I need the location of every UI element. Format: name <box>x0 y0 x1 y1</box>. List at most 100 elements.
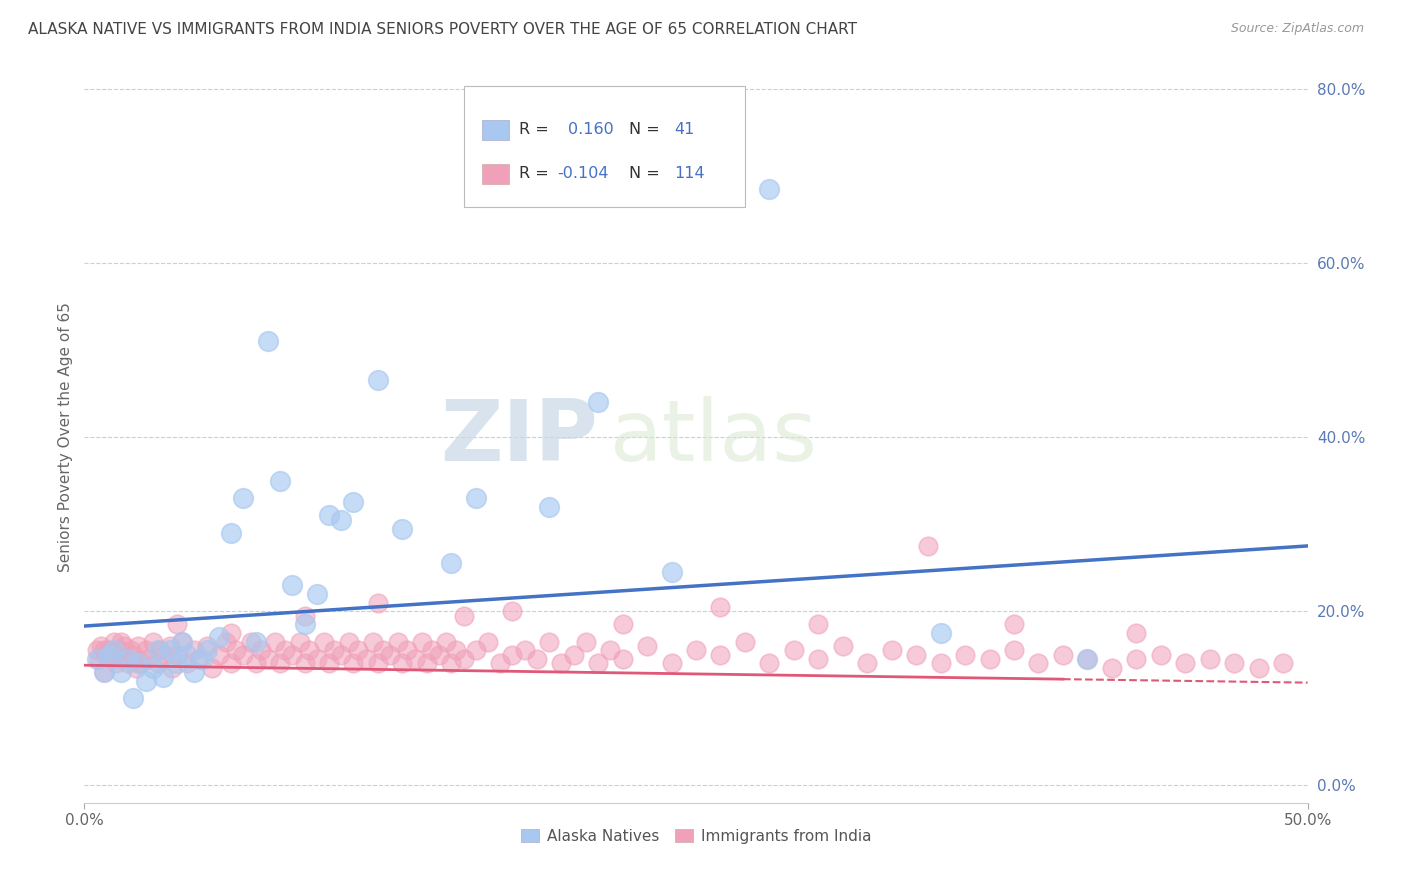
Text: N =: N = <box>628 122 665 137</box>
Point <box>110 652 132 666</box>
Point <box>127 639 149 653</box>
Point <box>586 395 609 409</box>
Point <box>387 634 409 648</box>
Text: 0.160: 0.160 <box>568 122 613 137</box>
Point <box>416 657 439 671</box>
Point <box>97 643 120 657</box>
Point <box>1198 652 1220 666</box>
Point <box>288 634 311 648</box>
Point <box>502 648 524 662</box>
FancyBboxPatch shape <box>464 86 745 207</box>
Point <box>831 639 853 653</box>
Point <box>880 643 903 657</box>
Point <box>232 491 254 505</box>
Point <box>146 657 169 671</box>
Point <box>347 643 370 657</box>
Point <box>420 643 443 657</box>
Point <box>367 374 389 388</box>
Point <box>575 634 598 648</box>
Point <box>1247 661 1270 675</box>
Point <box>86 643 108 657</box>
Point <box>110 665 132 680</box>
Point <box>599 643 621 657</box>
Point <box>453 608 475 623</box>
Point <box>142 634 165 648</box>
Point <box>159 639 181 653</box>
Point <box>685 643 707 657</box>
Point <box>269 474 291 488</box>
Point <box>136 652 159 666</box>
Point <box>86 652 108 666</box>
Point <box>176 648 198 662</box>
Point <box>103 634 125 648</box>
Point <box>172 634 194 648</box>
Point <box>917 539 939 553</box>
Point <box>661 565 683 579</box>
Point <box>318 657 340 671</box>
Point <box>709 599 731 614</box>
Point <box>502 604 524 618</box>
Point <box>107 643 129 657</box>
Point <box>159 643 181 657</box>
Point <box>149 643 172 657</box>
Point <box>245 634 267 648</box>
Point <box>96 648 118 662</box>
Point <box>135 643 157 657</box>
Point <box>153 648 176 662</box>
Text: 114: 114 <box>673 166 704 181</box>
Point <box>444 643 467 657</box>
Point <box>135 673 157 688</box>
Point <box>404 652 426 666</box>
Point <box>239 634 262 648</box>
Point <box>758 657 780 671</box>
Point <box>110 634 132 648</box>
Point <box>200 661 222 675</box>
Point <box>734 634 756 648</box>
Point <box>195 639 218 653</box>
Text: 41: 41 <box>673 122 695 137</box>
Point <box>294 608 316 623</box>
Point <box>314 634 336 648</box>
Point <box>188 652 211 666</box>
Point <box>1076 652 1098 666</box>
Point <box>427 648 450 662</box>
Point <box>191 652 214 666</box>
Point <box>1174 657 1197 671</box>
Point <box>380 648 402 662</box>
Point <box>127 657 149 671</box>
Point <box>586 657 609 671</box>
Point <box>979 652 1001 666</box>
Point <box>612 617 634 632</box>
Point <box>953 648 976 662</box>
Point <box>122 648 145 662</box>
Point <box>146 643 169 657</box>
Text: Source: ZipAtlas.com: Source: ZipAtlas.com <box>1230 22 1364 36</box>
Point <box>166 617 188 632</box>
Point <box>120 643 142 657</box>
Point <box>183 643 205 657</box>
Point <box>305 652 328 666</box>
Point <box>294 617 316 632</box>
Point <box>391 521 413 535</box>
Y-axis label: Seniors Poverty Over the Age of 65: Seniors Poverty Over the Age of 65 <box>58 302 73 572</box>
Point <box>440 557 463 571</box>
Point <box>453 652 475 666</box>
Text: ALASKA NATIVE VS IMMIGRANTS FROM INDIA SENIORS POVERTY OVER THE AGE OF 65 CORREL: ALASKA NATIVE VS IMMIGRANTS FROM INDIA S… <box>28 22 858 37</box>
Point <box>342 657 364 671</box>
Point <box>342 495 364 509</box>
Point <box>856 657 879 671</box>
Point <box>122 691 145 706</box>
Point <box>661 657 683 671</box>
Point <box>330 513 353 527</box>
Point <box>257 652 280 666</box>
Text: atlas: atlas <box>610 395 818 479</box>
Point <box>1002 617 1025 632</box>
Point <box>281 648 304 662</box>
Point <box>281 578 304 592</box>
Point <box>183 665 205 680</box>
Point <box>215 634 238 648</box>
Point <box>526 652 548 666</box>
Point <box>440 657 463 671</box>
Point <box>219 657 242 671</box>
Point <box>172 634 194 648</box>
